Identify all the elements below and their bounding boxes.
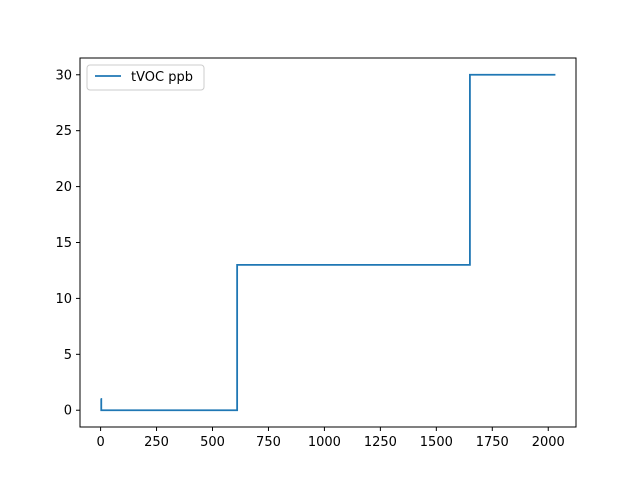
y-tick-label: 10 (55, 292, 72, 307)
series-line-0 (100, 73, 556, 412)
y-tick-label: 30 (55, 68, 72, 83)
x-tick-label: 500 (200, 435, 225, 450)
ticks-layer: 0 250 500 750 1000 1250 1500 1750 2000 0 5 10 15 20 25… (55, 68, 564, 450)
y-tick-label: 0 (64, 404, 72, 419)
y-tick-label: 20 (55, 180, 72, 195)
x-tick-label: 1250 (364, 435, 397, 450)
x-tick-label: 1000 (308, 435, 341, 450)
x-tick-label: 250 (144, 435, 169, 450)
y-tick-label: 5 (64, 348, 72, 363)
series-layer (100, 73, 556, 412)
legend-box (86, 64, 205, 91)
x-tick-label: 2000 (532, 435, 565, 450)
x-tick-label: 0 (96, 435, 104, 450)
x-tick-label: 1500 (420, 435, 453, 450)
legend-label: tVOC ppb (131, 70, 193, 85)
x-tick-label: 750 (256, 435, 281, 450)
legend: tVOC ppb (86, 64, 205, 91)
y-tick-label: 25 (55, 124, 72, 139)
plot-frame (79, 57, 577, 428)
y-tick-label: 15 (55, 236, 72, 251)
x-tick-label: 1750 (476, 435, 509, 450)
